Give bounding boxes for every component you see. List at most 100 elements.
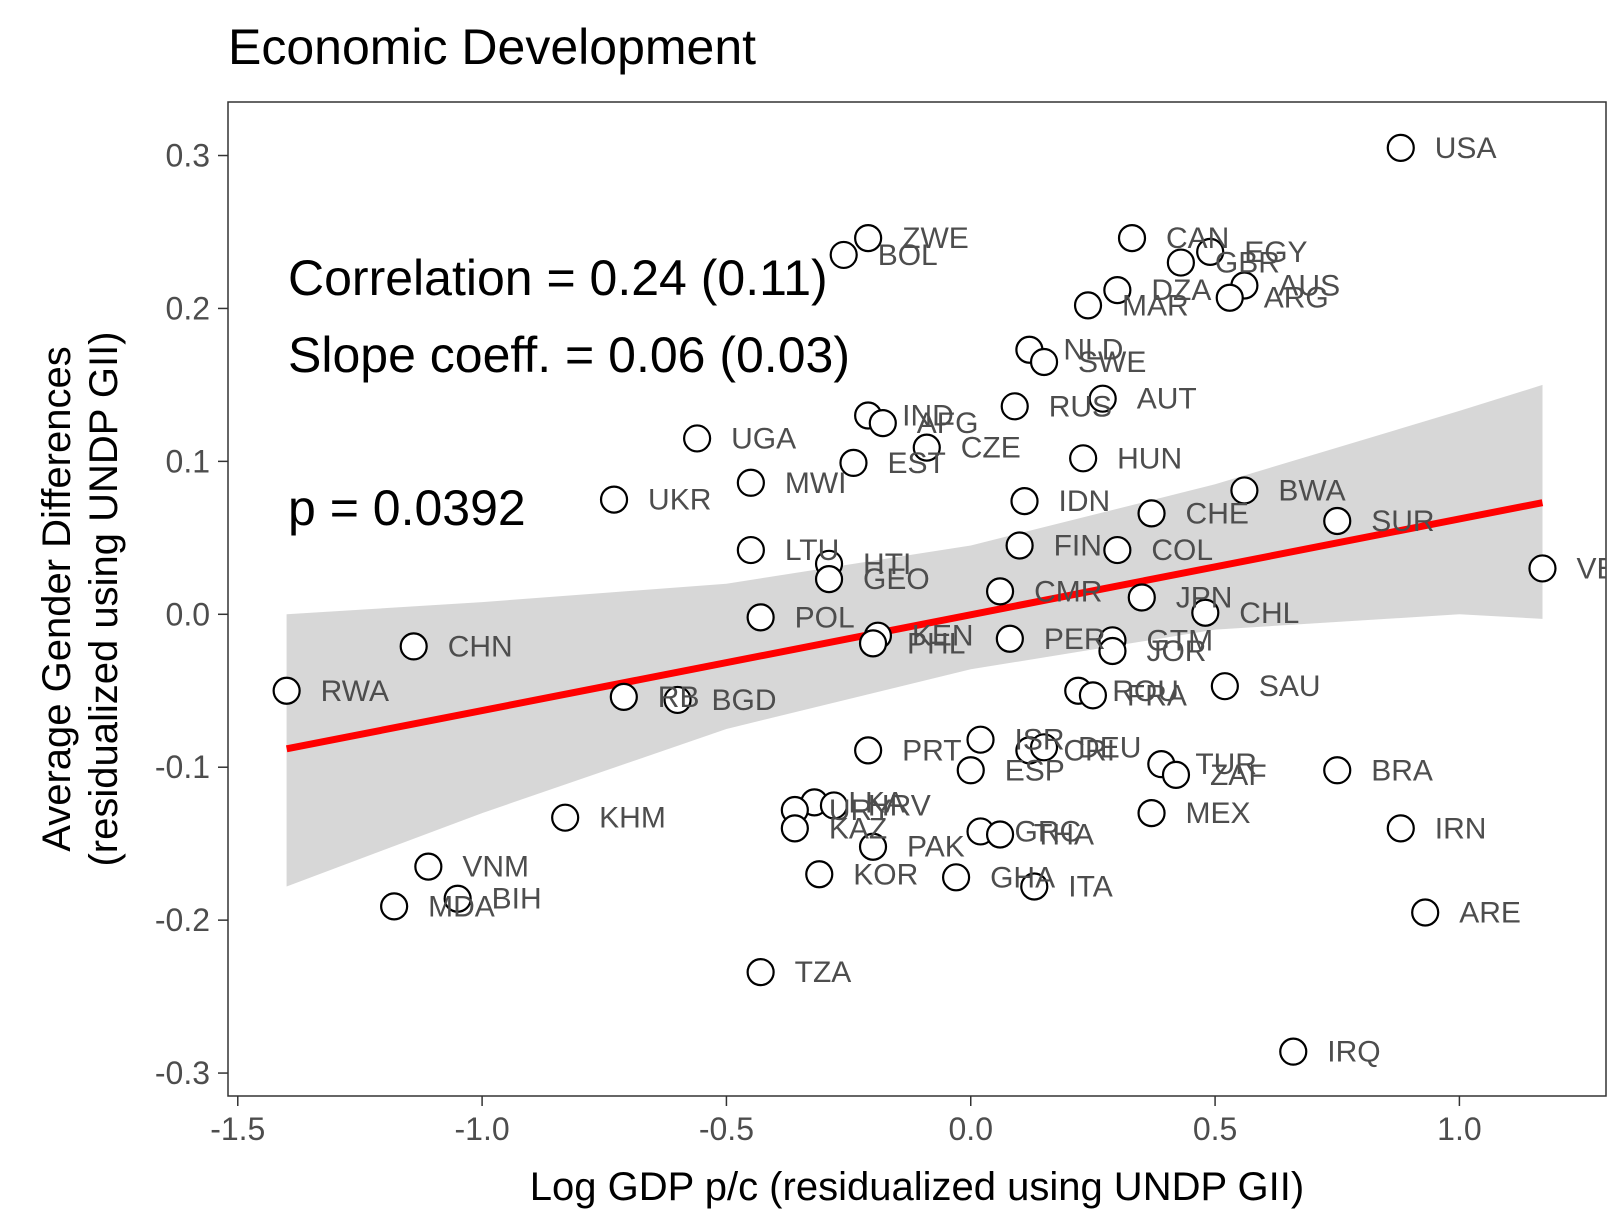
- point-label-jpn: JPN: [1176, 581, 1233, 614]
- data-point-isr: [966, 725, 995, 754]
- point-label-jor: JOR: [1146, 635, 1206, 668]
- y-tick-label: 0.1: [166, 443, 210, 479]
- point-label-aus: AUS: [1278, 270, 1340, 303]
- point-label-ury: URY: [829, 794, 892, 827]
- data-point-kaz: [780, 814, 809, 843]
- data-point-fra: [1078, 681, 1108, 710]
- point-label-mex: MEX: [1186, 797, 1251, 830]
- x-tick-label: 1.0: [1437, 1111, 1481, 1147]
- data-point-cze: [912, 433, 941, 462]
- y-axis: 0.3 0.2 0.1 0.0 -0.1 -0.2 -0.3: [155, 138, 228, 1091]
- data-point-ukr: [599, 485, 629, 514]
- data-point-rus: [1000, 392, 1029, 421]
- point-label-tza: TZA: [795, 956, 852, 989]
- point-label-ven: VEN: [1576, 552, 1622, 585]
- data-point-ven: [1528, 554, 1557, 583]
- fit-line: [285, 499, 1544, 753]
- point-label-khm: KHM: [599, 802, 666, 835]
- data-point-zwe: [854, 224, 883, 253]
- y-tick-label: -0.1: [155, 749, 210, 785]
- point-label-ind: IND: [902, 399, 954, 432]
- point-label-afg: AFG: [917, 407, 979, 440]
- point-label-tur: TUR: [1195, 748, 1257, 781]
- point-label-can: CAN: [1166, 222, 1229, 255]
- data-point-are: [1411, 898, 1440, 927]
- point-label-ita: ITA: [1068, 870, 1112, 903]
- point-label-cmr: CMR: [1034, 575, 1102, 608]
- point-label-nld: NLD: [1063, 334, 1123, 367]
- data-point-aut: [1088, 384, 1117, 413]
- point-label-irq: IRQ: [1327, 1036, 1380, 1069]
- point-label-fra: FRA: [1127, 679, 1187, 712]
- point-label-rus: RUS: [1049, 390, 1112, 423]
- point-label-deu: DEU: [1078, 731, 1141, 764]
- y-tick-label: -0.3: [155, 1055, 210, 1091]
- point-label-cze: CZE: [961, 432, 1021, 465]
- data-point-arg: [1215, 283, 1244, 312]
- point-label-sau: SAU: [1259, 670, 1321, 703]
- data-point-chl: [1191, 598, 1220, 627]
- data-point-khm: [551, 803, 580, 832]
- y-tick-label: 0.3: [166, 138, 210, 174]
- point-label-rou: ROU: [1112, 675, 1179, 708]
- data-point-gha: [941, 863, 971, 892]
- point-label-are: ARE: [1459, 896, 1521, 929]
- annotation-correlation: Correlation = 0.24 (0.11): [288, 250, 828, 306]
- data-point-irn: [1386, 814, 1415, 843]
- point-label-gbr: GBR: [1215, 247, 1280, 280]
- data-point-dza: [1103, 275, 1132, 305]
- data-point-ita: [1020, 872, 1049, 901]
- point-label-ltu: LTU: [785, 534, 839, 567]
- y-axis-title-line1: Average Gender Differences: [35, 346, 79, 852]
- data-point-kor: [805, 860, 834, 889]
- data-point-deu: [1029, 733, 1059, 762]
- point-label-phl: PHL: [907, 627, 965, 660]
- data-point-tha: [985, 820, 1015, 849]
- point-label-gtm: GTM: [1146, 624, 1213, 657]
- point-label-hrv: HRV: [868, 789, 931, 822]
- point-label-pak: PAK: [907, 831, 965, 864]
- data-point-prt: [854, 736, 883, 765]
- data-point-egy: [1196, 237, 1225, 266]
- point-label-swe: SWE: [1078, 346, 1146, 379]
- data-point-che: [1137, 499, 1166, 528]
- data-point-swe: [1029, 347, 1059, 377]
- point-label-sur: SUR: [1371, 505, 1434, 538]
- data-point-gbr: [1166, 248, 1195, 277]
- x-axis-title: Log GDP p/c (residualized using UNDP GII…: [530, 1165, 1304, 1209]
- data-point-pol: [746, 603, 775, 632]
- y-axis-title-line2: (residualized using UNDP GII): [82, 331, 126, 866]
- data-points: [272, 133, 1557, 1066]
- data-point-pak: [858, 832, 888, 861]
- point-label-hun: HUN: [1117, 442, 1182, 475]
- annotation-pvalue: p = 0.0392: [288, 480, 526, 536]
- point-label-grc: GRC: [1015, 815, 1082, 848]
- confidence-band-area: [286, 384, 1543, 887]
- data-point-chn: [399, 632, 428, 661]
- point-label-dza: DZA: [1151, 274, 1211, 307]
- point-label-zaf: ZAF: [1210, 759, 1267, 792]
- data-point-vnm: [414, 852, 443, 881]
- point-label-vnm: VNM: [462, 851, 529, 884]
- point-label-mar: MAR: [1122, 289, 1189, 322]
- point-label-kaz: KAZ: [829, 812, 887, 845]
- data-point-mwi: [736, 468, 765, 497]
- y-tick-label: -0.2: [155, 902, 210, 938]
- annotation-slope: Slope coeff. = 0.06 (0.03): [288, 327, 850, 383]
- point-label-egy: EGY: [1244, 236, 1307, 269]
- data-point-bol: [829, 240, 858, 270]
- x-tick-label: -0.5: [699, 1111, 754, 1147]
- data-point-usa: [1386, 133, 1415, 162]
- point-label-prt: PRT: [902, 734, 961, 767]
- point-label-pol: POL: [795, 601, 855, 634]
- point-label-usa: USA: [1435, 132, 1497, 165]
- point-label-arg: ARG: [1264, 282, 1329, 315]
- data-point-tza: [746, 958, 775, 987]
- data-point-bih: [443, 884, 472, 913]
- data-point-ltu: [736, 535, 765, 565]
- point-label-mwi: MWI: [785, 467, 847, 500]
- data-point-zaf: [1161, 760, 1191, 789]
- data-point-mex: [1137, 798, 1166, 828]
